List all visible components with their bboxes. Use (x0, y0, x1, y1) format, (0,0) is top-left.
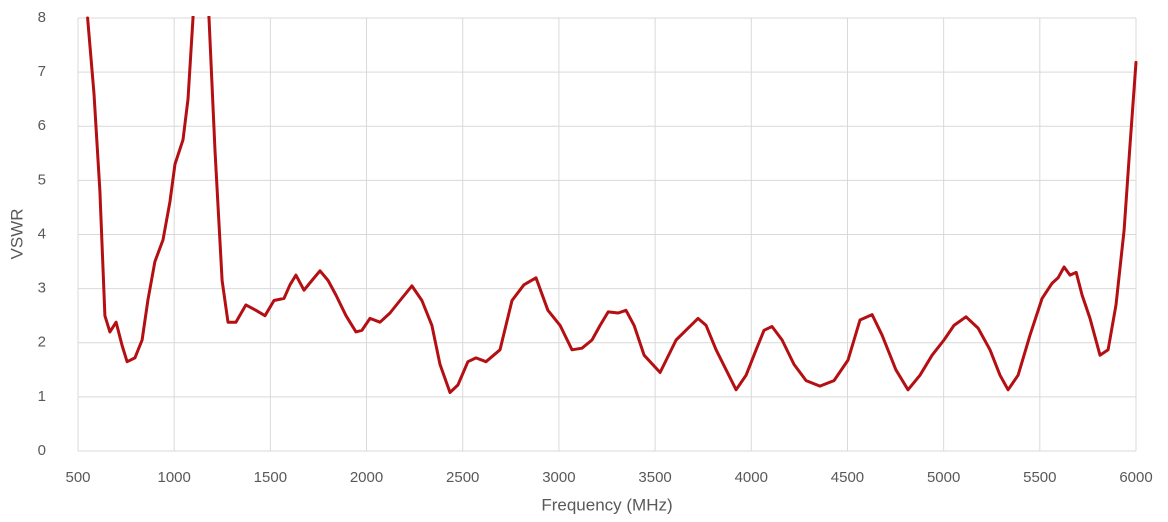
x-tick-label: 4000 (735, 469, 768, 486)
y-axis-title: VSWR (7, 209, 26, 260)
x-tick-label: 4500 (831, 469, 864, 486)
x-tick-label: 6000 (1119, 469, 1152, 486)
x-tick-label: 2500 (446, 469, 479, 486)
x-tick-label: 5500 (1023, 469, 1056, 486)
y-tick-label: 0 (38, 442, 46, 459)
y-tick-label: 8 (38, 9, 46, 26)
x-tick-label: 3000 (542, 469, 575, 486)
x-tick-label: 2000 (350, 469, 383, 486)
x-tick-label: 500 (65, 469, 90, 486)
y-tick-label: 7 (38, 63, 46, 80)
vswr-line (86, 16, 1138, 394)
x-tick-label: 3500 (638, 469, 671, 486)
y-tick-label: 4 (38, 225, 46, 242)
x-tick-label: 1000 (157, 469, 190, 486)
x-tick-label: 5000 (927, 469, 960, 486)
y-tick-label: 5 (38, 171, 46, 188)
y-tick-label: 6 (38, 117, 46, 134)
y-tick-label: 2 (38, 334, 46, 351)
x-tick-label: 1500 (254, 469, 287, 486)
y-tick-label: 1 (38, 388, 46, 405)
y-tick-label: 3 (38, 280, 46, 297)
x-axis-title: Frequency (MHz) (541, 495, 672, 514)
